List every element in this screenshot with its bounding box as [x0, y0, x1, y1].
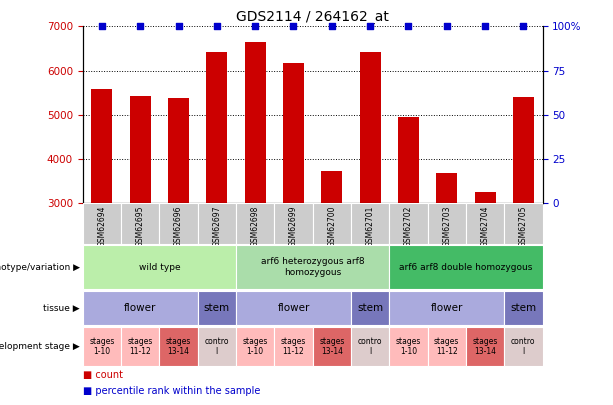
Text: GSM62698: GSM62698	[251, 205, 260, 247]
FancyBboxPatch shape	[275, 203, 313, 244]
FancyBboxPatch shape	[236, 291, 351, 325]
Text: stem: stem	[357, 303, 383, 313]
FancyBboxPatch shape	[121, 203, 159, 244]
Point	[327, 23, 337, 30]
Bar	[207, 52, 227, 203]
Point	[365, 23, 375, 30]
Bar	[398, 117, 419, 203]
Text: contro
l: contro l	[205, 337, 229, 356]
FancyBboxPatch shape	[389, 245, 543, 290]
Point	[173, 23, 183, 30]
Text: genotype/variation ▶: genotype/variation ▶	[0, 262, 80, 272]
Text: stages
1-10: stages 1-10	[89, 337, 115, 356]
FancyBboxPatch shape	[83, 291, 197, 325]
Bar	[474, 192, 495, 203]
Text: GSM62703: GSM62703	[442, 205, 451, 247]
Text: development stage ▶: development stage ▶	[0, 342, 80, 351]
Text: GSM62705: GSM62705	[519, 205, 528, 247]
Bar	[513, 97, 534, 203]
Bar	[436, 173, 457, 203]
Point	[135, 23, 145, 30]
Text: stem: stem	[510, 303, 536, 313]
Text: tissue ▶: tissue ▶	[43, 304, 80, 313]
Text: stages
11-12: stages 11-12	[434, 337, 459, 356]
FancyBboxPatch shape	[351, 291, 389, 325]
Text: arf6 arf8 double homozygous: arf6 arf8 double homozygous	[399, 262, 533, 272]
Text: stages
13-14: stages 13-14	[473, 337, 498, 356]
Bar	[245, 42, 265, 203]
Text: GSM62696: GSM62696	[174, 205, 183, 247]
FancyBboxPatch shape	[159, 203, 197, 244]
Text: contro
l: contro l	[511, 337, 536, 356]
Bar	[360, 51, 381, 203]
FancyBboxPatch shape	[389, 291, 504, 325]
Text: GSM62702: GSM62702	[404, 205, 413, 247]
Text: stages
13-14: stages 13-14	[166, 337, 191, 356]
FancyBboxPatch shape	[236, 203, 275, 244]
FancyBboxPatch shape	[389, 203, 428, 244]
Text: wild type: wild type	[139, 262, 180, 272]
FancyBboxPatch shape	[389, 327, 428, 366]
Point	[289, 23, 299, 30]
Bar	[283, 63, 304, 203]
Text: stages
11-12: stages 11-12	[281, 337, 306, 356]
Point	[403, 23, 413, 30]
Text: GSM62704: GSM62704	[481, 205, 490, 247]
Text: GSM62697: GSM62697	[212, 205, 221, 247]
Text: stem: stem	[204, 303, 230, 313]
FancyBboxPatch shape	[351, 327, 389, 366]
FancyBboxPatch shape	[197, 203, 236, 244]
FancyBboxPatch shape	[428, 327, 466, 366]
Bar	[321, 171, 342, 203]
FancyBboxPatch shape	[83, 245, 236, 290]
Text: stages
1-10: stages 1-10	[243, 337, 268, 356]
Text: flower: flower	[124, 303, 156, 313]
FancyBboxPatch shape	[83, 203, 121, 244]
Bar	[91, 89, 112, 203]
FancyBboxPatch shape	[121, 327, 159, 366]
FancyBboxPatch shape	[504, 291, 543, 325]
Text: ■ count: ■ count	[83, 370, 123, 380]
FancyBboxPatch shape	[197, 327, 236, 366]
Text: GSM62701: GSM62701	[365, 205, 375, 247]
Bar	[130, 96, 151, 203]
FancyBboxPatch shape	[504, 327, 543, 366]
FancyBboxPatch shape	[159, 327, 197, 366]
Bar	[168, 98, 189, 203]
FancyBboxPatch shape	[236, 327, 275, 366]
Text: stages
13-14: stages 13-14	[319, 337, 345, 356]
FancyBboxPatch shape	[351, 203, 389, 244]
Text: stages
1-10: stages 1-10	[396, 337, 421, 356]
Text: arf6 heterozygous arf8
homozygous: arf6 heterozygous arf8 homozygous	[261, 258, 365, 277]
Text: GSM62694: GSM62694	[97, 205, 107, 247]
FancyBboxPatch shape	[504, 203, 543, 244]
Text: contro
l: contro l	[358, 337, 383, 356]
Text: GSM62695: GSM62695	[135, 205, 145, 247]
Text: ■ percentile rank within the sample: ■ percentile rank within the sample	[83, 386, 260, 396]
Text: GSM62699: GSM62699	[289, 205, 298, 247]
Text: flower: flower	[430, 303, 463, 313]
FancyBboxPatch shape	[313, 203, 351, 244]
Point	[519, 23, 528, 30]
Point	[442, 23, 452, 30]
FancyBboxPatch shape	[275, 327, 313, 366]
Text: stages
11-12: stages 11-12	[128, 337, 153, 356]
Point	[250, 23, 260, 30]
Text: flower: flower	[277, 303, 310, 313]
FancyBboxPatch shape	[197, 291, 236, 325]
FancyBboxPatch shape	[236, 245, 389, 290]
FancyBboxPatch shape	[83, 327, 121, 366]
FancyBboxPatch shape	[466, 327, 504, 366]
Point	[97, 23, 107, 30]
Point	[480, 23, 490, 30]
FancyBboxPatch shape	[466, 203, 504, 244]
Text: GSM62700: GSM62700	[327, 205, 337, 247]
FancyBboxPatch shape	[313, 327, 351, 366]
FancyBboxPatch shape	[428, 203, 466, 244]
Title: GDS2114 / 264162_at: GDS2114 / 264162_at	[236, 10, 389, 24]
Point	[212, 23, 222, 30]
